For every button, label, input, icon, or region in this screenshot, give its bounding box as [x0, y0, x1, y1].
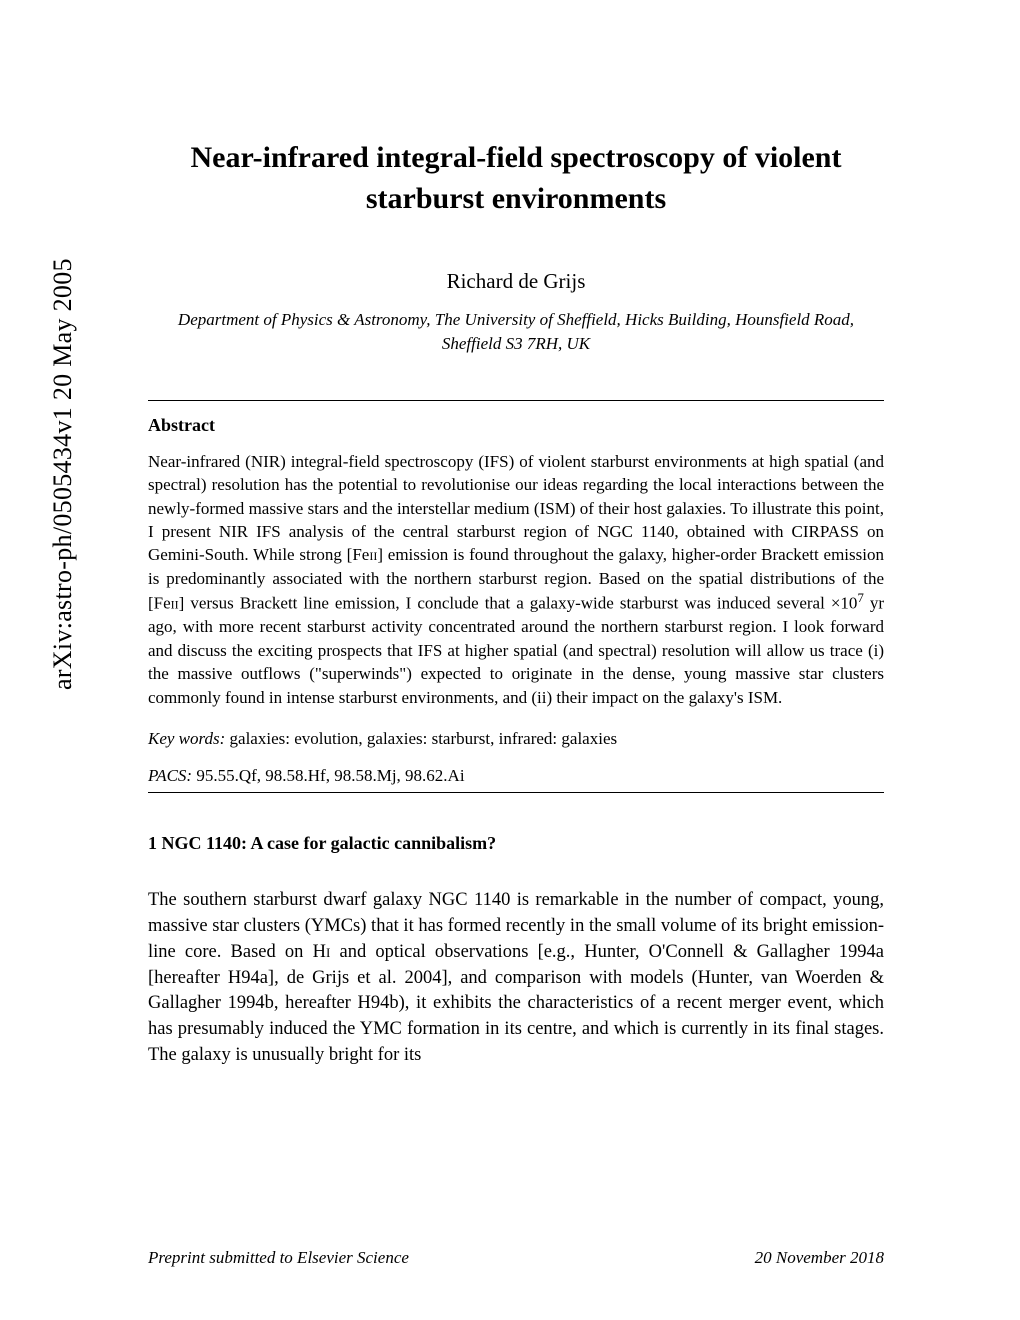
page-footer: Preprint submitted to Elsevier Science 2… [148, 1248, 884, 1268]
author-name: Richard de Grijs [148, 269, 884, 294]
abstract-top-rule [148, 400, 884, 401]
keywords-line: Key words: galaxies: evolution, galaxies… [148, 727, 884, 752]
section-1-body: The southern starburst dwarf galaxy NGC … [148, 888, 884, 1069]
abstract-bottom-rule [148, 792, 884, 793]
keywords-label: Key words: [148, 729, 225, 748]
section-1-heading: 1 NGC 1140: A case for galactic cannibal… [148, 833, 884, 854]
pacs-line: PACS: 95.55.Qf, 98.58.Hf, 98.58.Mj, 98.6… [148, 766, 884, 786]
pacs-text: 95.55.Qf, 98.58.Hf, 98.58.Mj, 98.62.Ai [192, 766, 464, 785]
footer-left: Preprint submitted to Elsevier Science [148, 1248, 409, 1268]
abstract-body: Near-infrared (NIR) integral-field spect… [148, 450, 884, 710]
footer-right: 20 November 2018 [755, 1248, 884, 1268]
paper-title: Near-infrared integral-field spectroscop… [148, 138, 884, 219]
abstract-heading: Abstract [148, 415, 884, 436]
keywords-text: galaxies: evolution, galaxies: starburst… [225, 729, 617, 748]
paper-content: Near-infrared integral-field spectroscop… [148, 138, 884, 1069]
pacs-label: PACS: [148, 766, 192, 785]
author-affiliation: Department of Physics & Astronomy, The U… [148, 308, 884, 356]
arxiv-identifier: arXiv:astro-ph/0505434v1 20 May 2005 [48, 258, 78, 690]
